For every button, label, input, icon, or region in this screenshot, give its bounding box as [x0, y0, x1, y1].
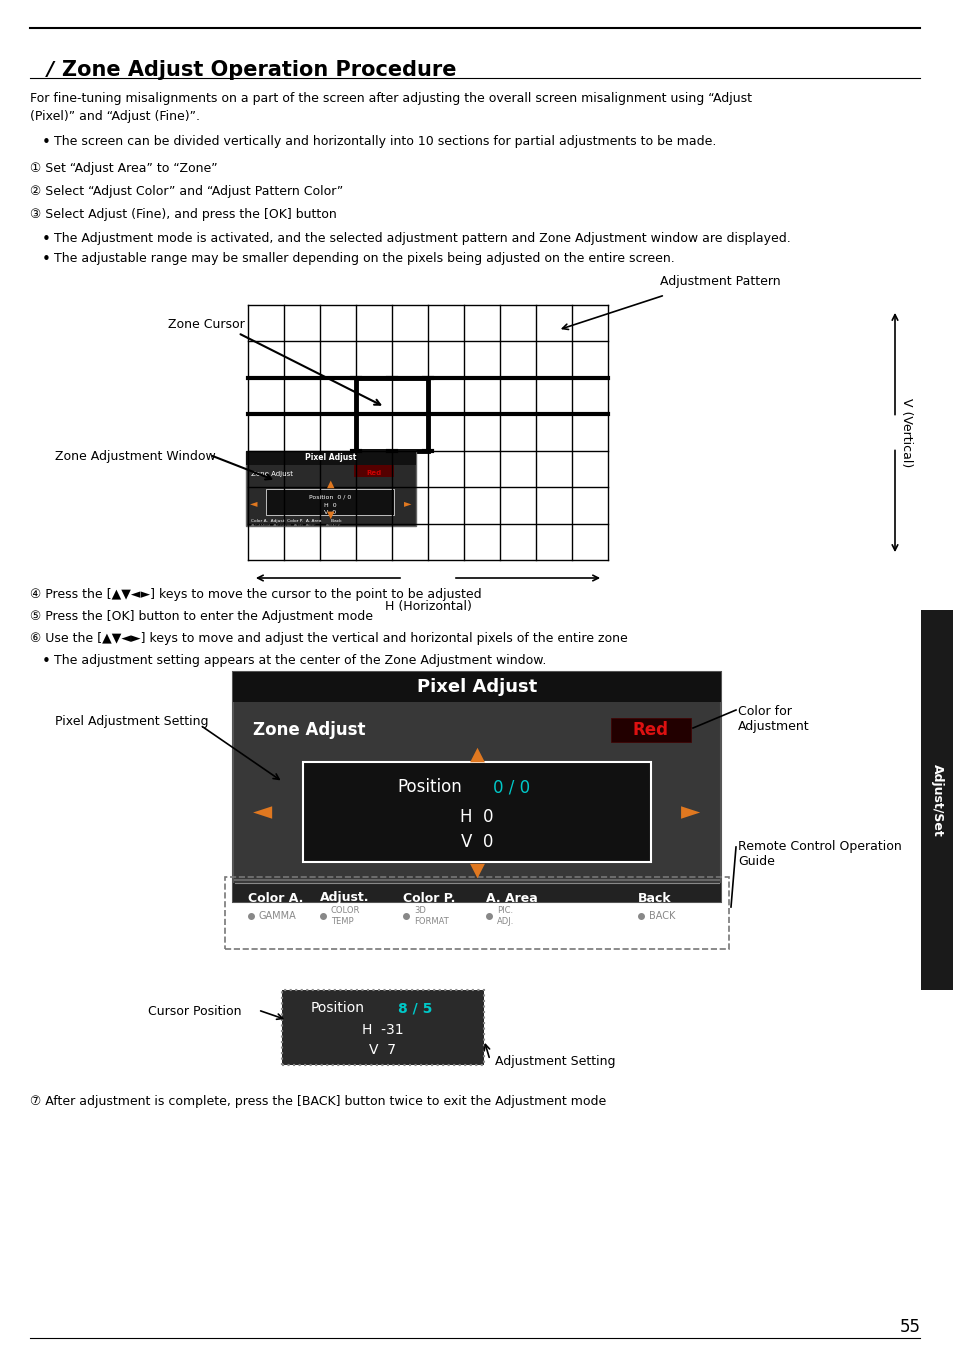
Text: H  0: H 0	[459, 807, 494, 826]
Text: ►: ►	[404, 497, 412, 508]
Text: Pixel Adjust: Pixel Adjust	[305, 453, 356, 462]
Text: Color for
Adjustment: Color for Adjustment	[738, 705, 809, 733]
Text: Adjustment Setting: Adjustment Setting	[495, 1055, 615, 1068]
Text: Color P.: Color P.	[402, 891, 455, 905]
Text: The Adjustment mode is activated, and the selected adjustment pattern and Zone A: The Adjustment mode is activated, and th…	[54, 232, 790, 245]
Text: Red: Red	[366, 469, 381, 476]
Text: V  0: V 0	[324, 510, 335, 515]
Bar	[233, 673, 720, 902]
Text: ⑤ Press the [OK] button to enter the Adjustment mode: ⑤ Press the [OK] button to enter the Adj…	[30, 611, 373, 623]
Text: GAMMA: GAMMA	[258, 911, 296, 921]
Text: Position  0 / 0: Position 0 / 0	[309, 495, 351, 499]
Text: PIC.
ADJ.: PIC. ADJ.	[497, 906, 514, 926]
Bar	[303, 762, 650, 861]
Text: COLOR
TEMP: COLOR TEMP	[331, 906, 360, 926]
Text: 3D
FORMAT: 3D FORMAT	[414, 906, 448, 926]
Text: ② Select “Adjust Color” and “Adjust Pattern Color”: ② Select “Adjust Color” and “Adjust Patt…	[30, 185, 343, 198]
Text: Cursor Position: Cursor Position	[148, 1006, 241, 1018]
Text: Color A.: Color A.	[248, 891, 303, 905]
Text: Back: Back	[638, 891, 671, 905]
Text: H  -31: H -31	[362, 1023, 403, 1037]
Text: A. Area: A. Area	[485, 891, 537, 905]
Text: Position: Position	[311, 1002, 365, 1015]
Text: Zone Adjust Operation Procedure: Zone Adjust Operation Procedure	[62, 61, 456, 80]
Text: ▲: ▲	[327, 479, 335, 489]
Text: •: •	[42, 252, 51, 267]
Text: The screen can be divided vertically and horizontally into 10 sections for parti: The screen can be divided vertically and…	[54, 135, 716, 148]
Text: ▼: ▼	[327, 510, 335, 520]
Text: V  0: V 0	[460, 833, 493, 851]
Bar	[225, 878, 728, 949]
Bar	[266, 489, 394, 515]
Text: Remote Control Operation
Guide: Remote Control Operation Guide	[738, 840, 901, 868]
Text: /: /	[47, 61, 54, 80]
Text: For fine-tuning misalignments on a part of the screen after adjusting the overal: For fine-tuning misalignments on a part …	[30, 92, 751, 123]
Text: ◄: ◄	[250, 497, 257, 508]
Text: ▼: ▼	[469, 860, 484, 879]
Bar	[610, 718, 690, 741]
Text: ④ Press the [▲▼◄►] keys to move the cursor to the point to be adjusted: ④ Press the [▲▼◄►] keys to move the curs…	[30, 588, 481, 601]
Bar	[233, 883, 720, 902]
Text: Red: Red	[633, 721, 668, 739]
Bar	[354, 465, 394, 477]
Text: ③ Select Adjust (Fine), and press the [OK] button: ③ Select Adjust (Fine), and press the [O…	[30, 208, 336, 221]
Text: 8 / 5: 8 / 5	[397, 1002, 432, 1015]
Bar	[246, 450, 416, 465]
Text: Adjustment Pattern: Adjustment Pattern	[659, 275, 780, 288]
Text: •: •	[42, 232, 51, 247]
Text: 55: 55	[899, 1318, 920, 1336]
Text: Pixel Adjust: Pixel Adjust	[416, 678, 537, 696]
Text: ① Set “Adjust Area” to “Zone”: ① Set “Adjust Area” to “Zone”	[30, 162, 217, 175]
Text: ⑦ After adjustment is complete, press the [BACK] button twice to exit the Adjust: ⑦ After adjustment is complete, press th…	[30, 1095, 605, 1108]
Text: ▲: ▲	[469, 744, 484, 763]
Text: 0 / 0: 0 / 0	[493, 778, 530, 797]
Text: The adjustment setting appears at the center of the Zone Adjustment window.: The adjustment setting appears at the ce…	[54, 654, 546, 667]
Text: ⑥ Use the [▲▼◄►] keys to move and adjust the vertical and horizontal pixels of t: ⑥ Use the [▲▼◄►] keys to move and adjust…	[30, 632, 627, 644]
Bar	[920, 611, 953, 989]
Text: H (Horizontal): H (Horizontal)	[384, 600, 471, 613]
Bar	[282, 989, 483, 1065]
Text: •: •	[42, 654, 51, 669]
Text: Zone Adjustment Window: Zone Adjustment Window	[55, 450, 215, 462]
Text: Pixel Adjustment Setting: Pixel Adjustment Setting	[55, 714, 209, 728]
Text: BACK: BACK	[648, 911, 675, 921]
Bar	[355, 377, 428, 450]
Text: ◄: ◄	[253, 799, 273, 824]
Text: Adjust/Set: Adjust/Set	[930, 763, 943, 836]
Text: Zone Cursor: Zone Cursor	[168, 318, 245, 332]
Text: ●GAMMA  ●COLOR  ●3D  ●PIC.       ●BACK: ●GAMMA ●COLOR ●3D ●PIC. ●BACK	[251, 524, 340, 527]
Text: ►: ►	[680, 799, 700, 824]
Text: V  7: V 7	[369, 1043, 396, 1057]
Text: Zone Adjust: Zone Adjust	[253, 721, 365, 739]
Text: H  0: H 0	[323, 503, 336, 508]
Text: Color A.  Adjust  Color P.  A. Area       Back: Color A. Adjust Color P. A. Area Back	[251, 519, 341, 523]
Text: Zone Adjust: Zone Adjust	[251, 470, 293, 477]
Text: Adjust.: Adjust.	[319, 891, 369, 905]
Text: V (Vertical): V (Vertical)	[900, 398, 913, 468]
Bar	[233, 673, 720, 702]
Text: The adjustable range may be smaller depending on the pixels being adjusted on th: The adjustable range may be smaller depe…	[54, 252, 674, 266]
Text: •: •	[42, 135, 51, 150]
Text: Position: Position	[396, 778, 461, 797]
Bar	[246, 450, 416, 526]
